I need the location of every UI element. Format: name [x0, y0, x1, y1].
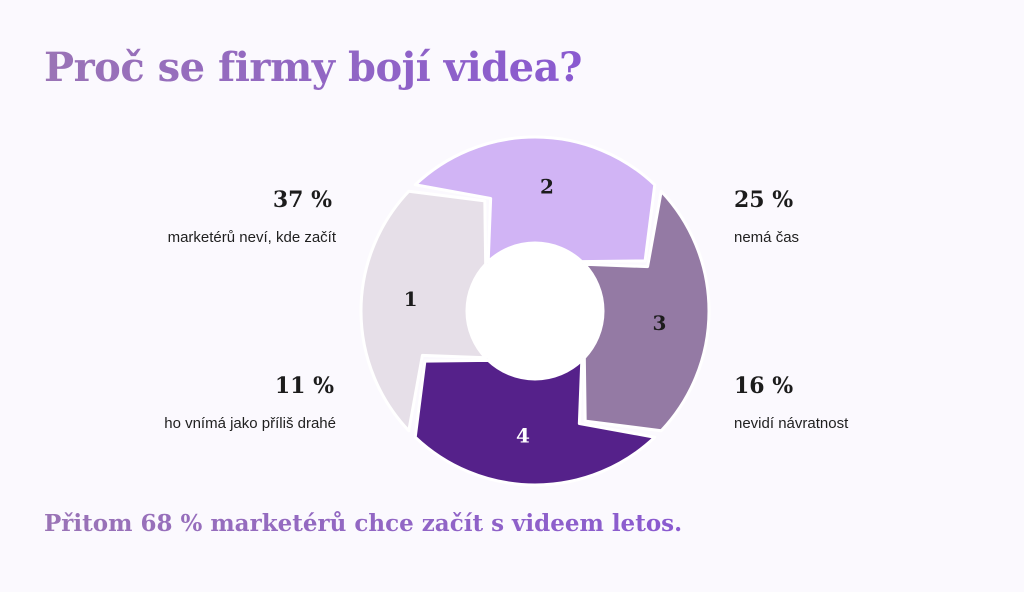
callout-percent: 11 %: [274, 373, 334, 399]
segment-number-label: 3: [652, 311, 666, 335]
callout-percent: 25 %: [734, 187, 794, 213]
callout-segment-1: 37 % marketérů neví, kde začít: [36, 186, 336, 248]
callout-segment-3: 16 % nevidí návratnost: [734, 372, 1024, 434]
segment-number-label: 2: [540, 175, 554, 199]
donut-segment-1: [359, 189, 488, 433]
callout-segment-4: 11 % ho vnímá jako příliš drahé: [36, 372, 336, 434]
donut-segment-4: [413, 358, 657, 487]
segment-number-label: 1: [404, 287, 418, 311]
callout-description: nemá čas: [734, 229, 800, 246]
cycle-donut-chart: 1 2 3 4: [359, 135, 711, 487]
footer-note: Přitom 68 % marketérů chce začít s videe…: [44, 510, 683, 537]
callout-percent: 37 %: [272, 187, 332, 213]
donut-segment-3: [582, 189, 711, 433]
callout-description: ho vnímá jako příliš drahé: [164, 415, 336, 432]
donut-center-hole: [468, 244, 602, 378]
page-title: Proč se firmy bojí videa?: [44, 44, 582, 91]
donut-segment-2: [413, 135, 657, 264]
callout-segment-2: 25 % nemá čas: [734, 186, 1024, 248]
callout-description: marketérů neví, kde začít: [167, 229, 336, 246]
callout-description: nevidí návratnost: [734, 415, 849, 432]
segment-number-label: 4: [516, 423, 530, 447]
callout-percent: 16 %: [734, 373, 794, 399]
